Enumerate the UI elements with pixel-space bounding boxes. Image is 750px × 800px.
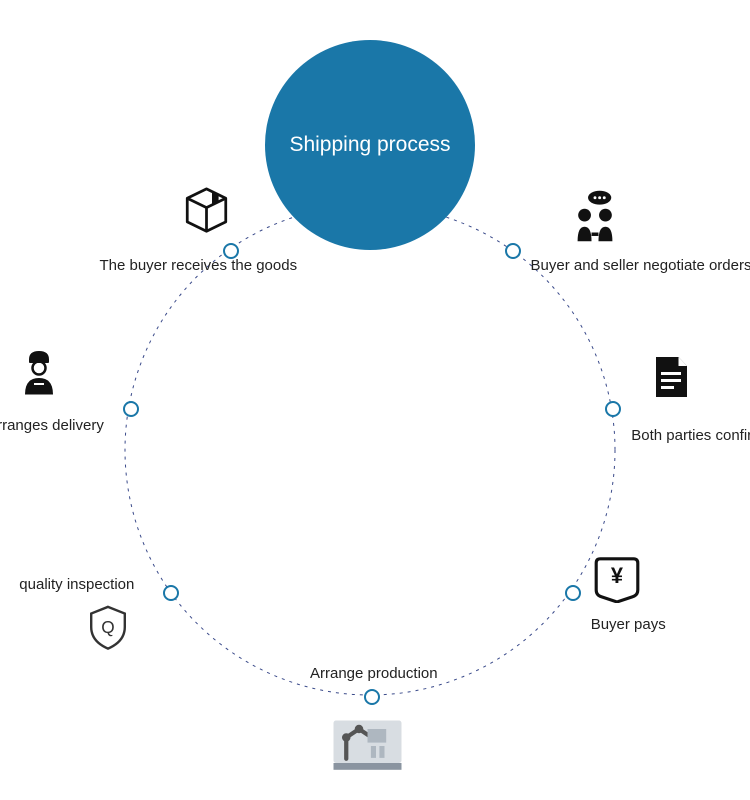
negotiate-icon (566, 189, 624, 247)
node-label-pay: Buyer pays (591, 616, 666, 633)
payment-icon: ¥ (591, 551, 643, 603)
node-dot-negotiate (505, 243, 521, 259)
diagram-canvas: Shipping process Buyer and seller negoti… (0, 0, 750, 800)
center-node: Shipping process (265, 40, 475, 250)
node-label-quality: quality inspection (19, 576, 134, 593)
node-dot-pay (565, 585, 581, 601)
node-label-negotiate: Buyer and seller negotiate orders (531, 257, 750, 274)
delivery-person-icon (14, 347, 64, 397)
document-icon (646, 352, 696, 402)
node-dot-quality (163, 585, 179, 601)
node-label-delivery: The seller arranges delivery (0, 417, 104, 434)
svg-text:¥: ¥ (611, 563, 624, 588)
production-icon (325, 695, 410, 780)
node-label-receive: The buyer receives the goods (99, 257, 297, 274)
shield-icon: Q (84, 603, 132, 651)
center-node-label: Shipping process (289, 133, 450, 157)
box-icon (179, 179, 234, 234)
svg-text:Q: Q (102, 616, 115, 636)
node-label-confirm: Both parties confirm the order (631, 427, 750, 444)
node-label-production: Arrange production (310, 665, 438, 682)
